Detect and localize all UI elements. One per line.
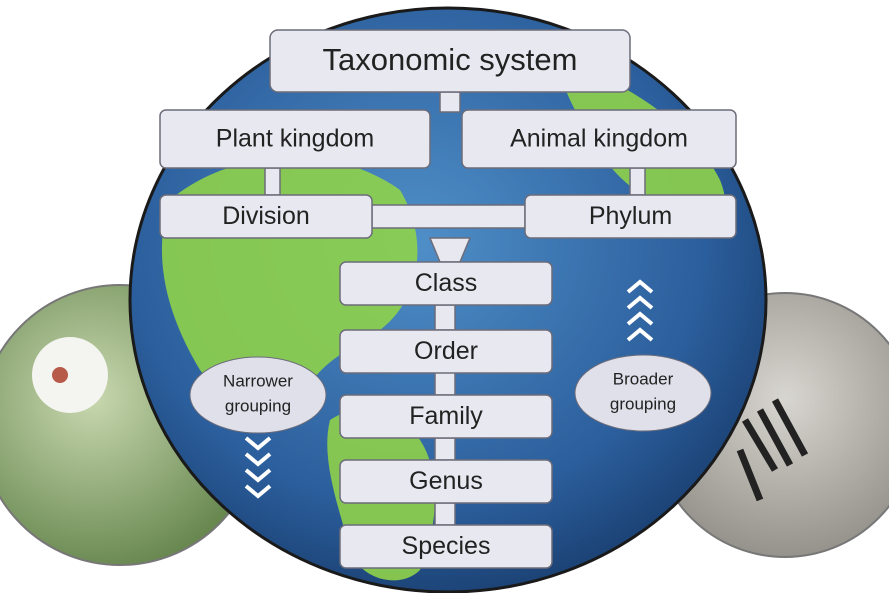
- flower-center: [52, 367, 68, 383]
- title: Taxonomic system: [323, 42, 578, 77]
- annotation-line: Broader: [613, 369, 674, 388]
- node-label: Phylum: [589, 202, 672, 230]
- node-label: Animal kingdom: [510, 125, 688, 153]
- node-label: Order: [414, 337, 478, 365]
- node-label: Genus: [409, 467, 483, 495]
- node-label: Class: [415, 269, 478, 297]
- annotation-line: Narrower: [223, 371, 293, 390]
- node-label: Species: [402, 532, 491, 560]
- annotation-line: grouping: [610, 394, 676, 413]
- diagram: Taxonomic system Plant kingdom Animal kin…: [0, 0, 889, 593]
- annotation-line: grouping: [225, 396, 291, 415]
- node-label: Plant kingdom: [216, 125, 374, 153]
- narrower-oval: [190, 357, 326, 433]
- node-label: Division: [222, 202, 310, 230]
- flower: [32, 337, 108, 413]
- broader-oval: [575, 355, 711, 431]
- node-label: Family: [409, 402, 483, 430]
